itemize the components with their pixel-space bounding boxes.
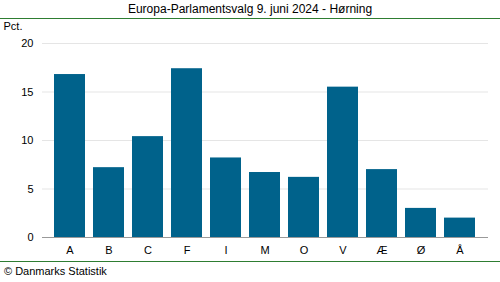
- svg-text:Å: Å: [456, 244, 464, 256]
- svg-text:V: V: [339, 244, 347, 256]
- svg-text:0: 0: [27, 231, 33, 243]
- svg-text:15: 15: [21, 86, 33, 98]
- svg-text:10: 10: [21, 134, 33, 146]
- html-text:© Danmarks Statistik: © Danmarks Statistik: [4, 265, 107, 277]
- svg-text:5: 5: [27, 183, 33, 195]
- svg-text:C: C: [144, 244, 152, 256]
- svg-text:A: A: [66, 244, 74, 256]
- svg-text:M: M: [260, 244, 269, 256]
- svg-text:O: O: [300, 244, 309, 256]
- html-text:Europa-Parlamentsvalg 9. juni: Europa-Parlamentsvalg 9. juni 2024 - Hør…: [127, 2, 373, 16]
- svg-text:B: B: [105, 244, 112, 256]
- svg-text:I: I: [224, 244, 227, 256]
- svg-text:Pct.: Pct.: [4, 20, 23, 32]
- svg-text:Æ: Æ: [377, 244, 388, 256]
- svg-text:20: 20: [21, 37, 33, 49]
- svg-text:F: F: [184, 244, 191, 256]
- svg-text:Ø: Ø: [417, 244, 426, 256]
